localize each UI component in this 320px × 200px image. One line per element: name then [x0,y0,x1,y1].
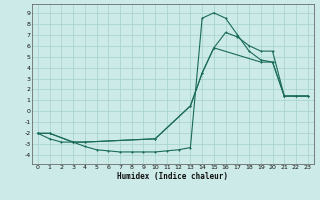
X-axis label: Humidex (Indice chaleur): Humidex (Indice chaleur) [117,172,228,181]
